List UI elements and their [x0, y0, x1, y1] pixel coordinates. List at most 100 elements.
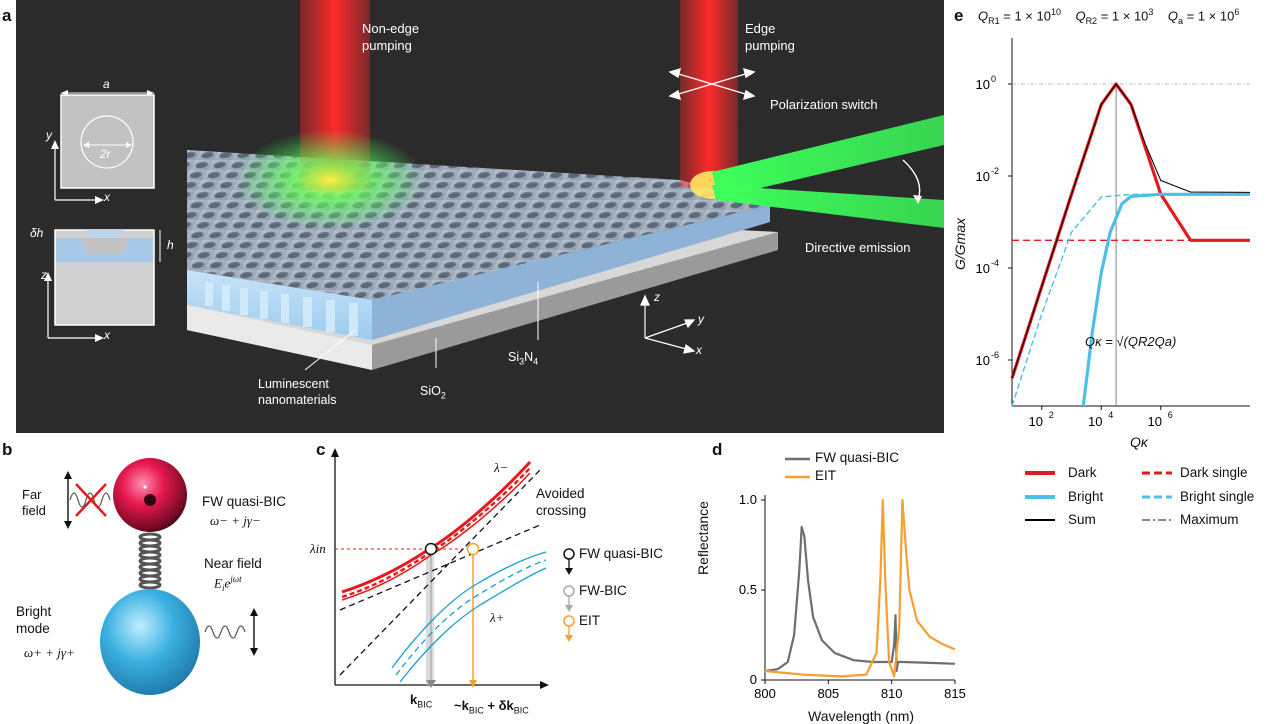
fw-quasi-bic-marker: [424, 542, 438, 556]
luminescent-label: Luminescent nanomaterials: [258, 376, 337, 408]
d-legend-quasi-bic: FW quasi-BIC: [815, 450, 900, 465]
panel-e-chart: 10 2 10 4 10 610 010 -210 -410 -6: [976, 38, 1251, 429]
fw-eq: ω− + jγ−: [210, 513, 261, 528]
uncoupled-line-2: [339, 524, 541, 611]
xyz-axes-icon: [640, 294, 696, 354]
cell-a-label: a: [103, 77, 110, 91]
axes-z-label: z: [654, 290, 660, 304]
e-header-q3-val: = 1 × 10: [1183, 8, 1235, 24]
e-ytick-label: 10: [976, 169, 990, 184]
eit-marker: [466, 542, 480, 556]
h-label: h: [167, 238, 174, 252]
e-xtick-label: 10: [1148, 414, 1162, 429]
d-ytick-label: 0: [750, 672, 757, 687]
e-ytick-exp: -4: [991, 258, 999, 268]
kbic-dk-post: + δk: [483, 698, 514, 713]
d-legend-eit: EIT: [815, 468, 837, 483]
kbic-k: k: [410, 692, 418, 707]
dh-label: δh: [30, 226, 44, 240]
e-xlabel: Qκ: [1130, 434, 1148, 450]
cell-2r-label: 2r: [100, 147, 111, 161]
si-text: Si: [508, 350, 520, 364]
bright-label-line2: mode: [16, 621, 50, 636]
legend-fw-quasi-bic: FW quasi-BIC: [579, 546, 664, 561]
panel-c-diagram: [331, 448, 575, 689]
polarization-arrows-icon: [668, 67, 756, 101]
directive-label: Directive emission: [805, 240, 911, 255]
cell-x-label: x: [104, 190, 110, 204]
avoided-line1: Avoided: [536, 486, 585, 501]
d-series-1: [764, 498, 956, 678]
legend-eit: EIT: [579, 613, 601, 628]
e-xtick-label: 10: [1029, 414, 1043, 429]
e-ytick-exp: -6: [991, 350, 999, 360]
axes-y-label: y: [698, 312, 704, 326]
e-annotation: Qκ = √(QR2Qa): [1085, 334, 1177, 349]
e-ytick-label: 10: [976, 77, 990, 92]
e-xtick-label: 10: [1088, 414, 1102, 429]
e-header-q1-val: = 1 × 10: [999, 8, 1051, 24]
e-header-q3-exp: 6: [1234, 7, 1240, 17]
cell-y-label: y: [46, 128, 52, 142]
emission-beam-lower: [712, 185, 944, 228]
panel-a: [16, 0, 944, 433]
far-field-label: Far field: [22, 487, 46, 519]
n-sub: 4: [533, 356, 539, 367]
avoided-line2: crossing: [536, 503, 587, 518]
section-z-label: z: [41, 268, 47, 282]
e-ytick-exp: 0: [991, 74, 996, 84]
near-eq: Eiejωt: [214, 574, 242, 593]
e-header-q1: Q: [978, 8, 989, 24]
e-header-q3-sub: a: [1178, 15, 1184, 26]
si3n4-label: Si3N4: [508, 350, 538, 367]
e-series-bright: [1081, 192, 1250, 407]
luminescent-label-line2: nanomaterials: [258, 393, 337, 407]
e-ylabel: G/Gmax: [952, 217, 968, 270]
e-legend: [1025, 471, 1172, 521]
sio2-sub: 2: [440, 390, 446, 401]
d-series-0: [764, 525, 956, 673]
panel-d-letter: d: [712, 440, 723, 459]
legend-maximum: Maximum: [1180, 512, 1239, 527]
non-edge-label: Non-edge pumping: [362, 20, 419, 54]
far-field-wave-icon: [64, 471, 111, 529]
d-ylabel-wrap: Reflectance: [695, 501, 711, 575]
near-field-label: Near field: [204, 556, 262, 571]
section-x-label: x: [104, 328, 110, 342]
unit-cell-inset: [51, 90, 155, 204]
e-series-sum: [1011, 83, 1251, 379]
near-eq-e: E: [214, 575, 222, 591]
kbic-dk-sub2: BIC: [513, 705, 529, 716]
e-header-q2: Q: [1075, 8, 1086, 24]
si-sub: 3: [519, 356, 525, 367]
e-xtick-exp: 4: [1108, 410, 1113, 420]
bright-wave-icon: [204, 608, 258, 656]
kbic-tick: kBIC: [410, 692, 432, 710]
cross-section-inset: [44, 229, 161, 342]
e-header: QR1 = 1 × 1010 QR2 = 1 × 103 Qa = 1 × 10…: [978, 7, 1239, 26]
luminescent-label-line1: Luminescent: [258, 377, 329, 391]
d-ytick-label: 1.0: [739, 492, 757, 507]
sio2-label: SiO2: [420, 384, 446, 401]
legend-bright-single: Bright single: [1180, 489, 1255, 504]
bright-mode-label: Bright mode: [16, 603, 51, 637]
e-ylabel-wrap: G/Gmax: [952, 218, 968, 270]
d-ytick-label: 0.5: [739, 582, 757, 597]
legend-fw-bic: FW-BIC: [579, 583, 627, 598]
kbic-sub: BIC: [417, 699, 433, 710]
sio2-text: SiO: [420, 384, 441, 398]
far-field-line2: field: [22, 503, 46, 518]
e-header-q3: Q: [1167, 8, 1178, 24]
e-header-q2-val: = 1 × 10: [1097, 8, 1149, 24]
d-xlabel: Wavelength (nm): [808, 708, 915, 724]
kbic-dk-tick: ~kBIC + δkBIC: [454, 698, 529, 716]
fw-quasi-bic-label: FW quasi-BIC: [202, 494, 287, 509]
non-edge-label-line2: pumping: [362, 38, 412, 53]
e-ytick-exp: -2: [991, 166, 999, 176]
lambda-plus-branch: [391, 551, 547, 669]
uncoupled-line-1: [339, 469, 541, 676]
legend-dark-single: Dark single: [1180, 465, 1248, 480]
polarization-label: Polarization switch: [770, 97, 878, 112]
legend-bright: Bright: [1068, 489, 1104, 504]
e-header-q1-sub: R1: [988, 15, 1000, 26]
